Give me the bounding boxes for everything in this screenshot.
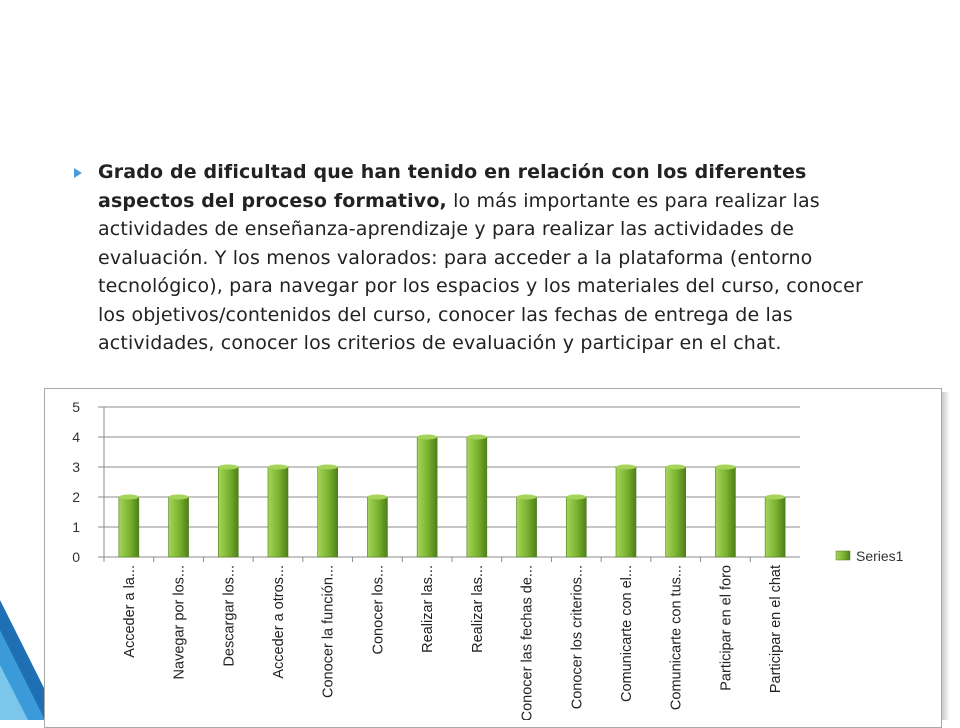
x-tick-label: Realizar las... <box>470 565 486 653</box>
bar <box>168 496 189 558</box>
legend-swatch <box>835 550 851 561</box>
legend: Series1 <box>835 548 904 564</box>
bar-cap <box>118 494 139 500</box>
bar-cap <box>616 464 636 470</box>
bar-cap <box>417 434 438 440</box>
bar-cap <box>566 494 587 500</box>
x-tick-label: Participar en el foro <box>718 565 734 691</box>
bar-cap <box>516 494 537 500</box>
x-tick-label: Comunicarte con tus... <box>669 565 685 710</box>
bar-cap <box>218 464 239 470</box>
y-tick-label: 1 <box>72 519 80 535</box>
gridlines <box>98 406 800 562</box>
y-axis-ticks: 0 1 2 3 4 5 <box>72 399 80 565</box>
bar <box>466 436 488 558</box>
bar-cap <box>665 464 686 470</box>
bars <box>118 434 786 558</box>
bar-cap <box>168 494 189 500</box>
bar <box>317 466 339 558</box>
x-tick-label: Participar en el chat <box>768 565 784 693</box>
bar-cap <box>317 464 338 470</box>
bar-cap <box>765 494 786 500</box>
x-tick-label: Acceder a la... <box>122 565 138 658</box>
bar <box>764 496 786 558</box>
y-tick-label: 2 <box>72 489 80 505</box>
x-tick-label: Conocer los criterios... <box>569 565 585 709</box>
y-tick-label: 3 <box>72 459 80 475</box>
bar-cap <box>466 434 487 440</box>
bullet-paragraph: Grado de dificultad que han tenido en re… <box>72 158 892 358</box>
bar <box>665 466 687 558</box>
bar <box>367 496 388 558</box>
x-tick-label: Acceder a otros... <box>271 565 287 679</box>
paragraph-rest-text: lo más importante es para realizar las a… <box>98 189 863 355</box>
bar <box>267 466 289 558</box>
y-tick-label: 0 <box>72 549 80 565</box>
bar-cap <box>268 464 288 470</box>
chart-frame <box>44 388 942 728</box>
chart-frame-shadow <box>942 392 950 720</box>
bar <box>516 496 537 558</box>
y-tick-label: 5 <box>72 399 80 415</box>
x-tick-label: Conocer la función... <box>321 565 337 698</box>
x-tick-label: Descargar los... <box>221 565 237 667</box>
x-tick-label: Comunicarte con el... <box>619 565 635 702</box>
x-tick-label: Realizar las... <box>420 565 436 653</box>
bar <box>118 496 140 558</box>
bar-cap <box>715 464 736 470</box>
x-tick-label: Conocer los... <box>370 565 386 654</box>
bar <box>715 466 736 558</box>
y-tick-label: 4 <box>72 429 80 445</box>
bar <box>615 466 637 558</box>
x-tick-label: Conocer las fechas de... <box>520 565 536 720</box>
bar <box>565 496 587 558</box>
legend-label: Series1 <box>856 548 904 564</box>
x-tick-label: Navegar por los... <box>172 565 188 679</box>
x-axis-labels: Acceder a la... Navegar por los... Descarg… <box>122 565 784 720</box>
bar <box>217 466 239 558</box>
paragraph-bold-text: Grado de dificultad que han tenido en re… <box>98 161 807 212</box>
bar <box>416 436 438 558</box>
triangle-bullet-icon <box>74 168 82 178</box>
bar-cap <box>367 494 388 500</box>
paragraph-text: Grado de dificultad que han tenido en re… <box>98 158 892 358</box>
